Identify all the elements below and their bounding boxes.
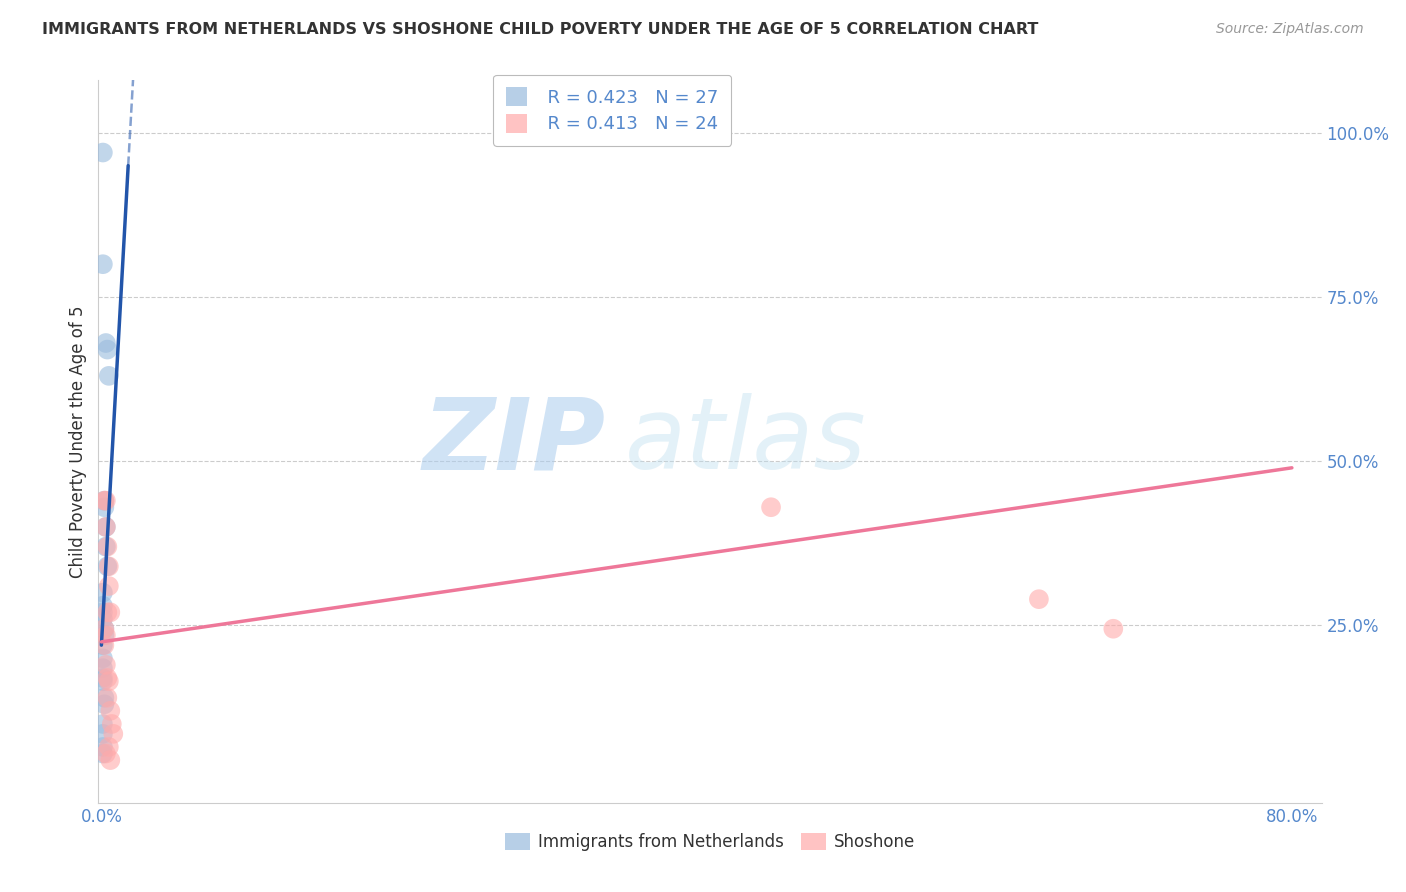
Point: [1028, 592, 1050, 607]
Point: [1102, 622, 1125, 636]
Point: [91, 661, 114, 675]
Point: [91, 727, 114, 741]
Point: [94, 520, 117, 534]
Point: [97, 559, 120, 574]
Point: [103, 727, 125, 741]
Point: [96, 559, 118, 574]
Point: [91, 638, 114, 652]
Point: [94, 657, 117, 672]
Point: [101, 717, 124, 731]
Point: [91, 671, 114, 685]
Point: [91, 717, 114, 731]
Point: [98, 605, 121, 619]
Point: [97, 674, 120, 689]
Point: [93, 500, 115, 515]
Point: [93, 628, 115, 642]
Point: [94, 520, 117, 534]
Point: [97, 739, 120, 754]
Point: [93, 698, 115, 712]
Point: [94, 540, 117, 554]
Text: atlas: atlas: [624, 393, 866, 490]
Text: IMMIGRANTS FROM NETHERLANDS VS SHOSHONE CHILD POVERTY UNDER THE AGE OF 5 CORRELA: IMMIGRANTS FROM NETHERLANDS VS SHOSHONE …: [42, 22, 1039, 37]
Point: [98, 753, 121, 767]
Legend: Immigrants from Netherlands, Shoshone: Immigrants from Netherlands, Shoshone: [496, 825, 924, 860]
Text: Source: ZipAtlas.com: Source: ZipAtlas.com: [1216, 22, 1364, 37]
Point: [96, 540, 118, 554]
Point: [94, 747, 117, 761]
Point: [94, 493, 117, 508]
Y-axis label: Child Poverty Under the Age of 5: Child Poverty Under the Age of 5: [69, 305, 87, 578]
Point: [94, 336, 117, 351]
Point: [91, 605, 114, 619]
Point: [91, 612, 114, 626]
Point: [93, 638, 115, 652]
Point: [94, 628, 117, 642]
Point: [96, 671, 118, 685]
Text: ZIP: ZIP: [423, 393, 606, 490]
Point: [91, 651, 114, 665]
Point: [91, 257, 114, 271]
Point: [91, 674, 114, 689]
Point: [98, 704, 121, 718]
Point: [91, 145, 114, 160]
Point: [96, 690, 118, 705]
Point: [93, 622, 115, 636]
Point: [96, 605, 118, 619]
Point: [97, 579, 120, 593]
Point: [93, 690, 115, 705]
Point: [96, 343, 118, 357]
Point: [93, 493, 115, 508]
Point: [93, 493, 115, 508]
Point: [91, 599, 114, 613]
Point: [759, 500, 782, 515]
Point: [93, 622, 115, 636]
Point: [91, 739, 114, 754]
Point: [91, 585, 114, 599]
Point: [97, 368, 120, 383]
Point: [91, 747, 114, 761]
